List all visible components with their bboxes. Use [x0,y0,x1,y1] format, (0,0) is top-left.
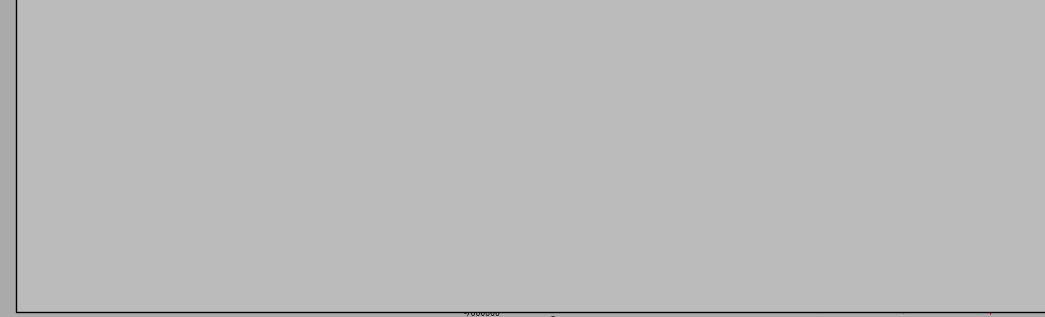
Wedge shape [251,65,253,175]
Text: BSNL, 10.50%: BSNL, 10.50% [161,20,231,73]
Wedge shape [142,85,253,251]
FancyBboxPatch shape [111,268,371,295]
Wedge shape [253,60,364,232]
Wedge shape [142,89,253,256]
Wedge shape [177,173,345,284]
Wedge shape [177,171,345,281]
Text: 11: 11 [724,139,734,151]
Text: Pvt : 89.21%: Pvt : 89.21% [201,275,285,288]
Wedge shape [251,60,253,171]
Text: Reliance Jio,
34.33%: Reliance Jio, 34.33% [344,125,426,274]
Wedge shape [177,175,345,286]
Wedge shape [142,87,253,253]
Text: -4,742,840: -4,742,840 [986,263,996,314]
Wedge shape [183,60,253,171]
Text: Net  Wireless Subscribers Addition = -5611338: Net Wireless Subscribers Addition = -561… [747,0,1040,3]
Wedge shape [183,60,253,171]
FancyBboxPatch shape [374,268,407,295]
Wedge shape [253,65,364,236]
Text: 201,592: 201,592 [636,108,646,146]
Wedge shape [183,65,253,175]
Text: 3,657,794: 3,657,794 [550,21,558,68]
Text: Bharti Airtel,
27.78%: Bharti Airtel, 27.78% [108,271,261,292]
Text: -4,726,357: -4,726,357 [900,262,908,313]
Text: Vodafone Idea,
27.09%: Vodafone Idea, 27.09% [102,86,177,164]
Wedge shape [253,62,364,234]
Wedge shape [177,178,345,288]
Text: PSU: 10.79%: PSU: 10.79% [348,275,433,288]
Text: MTNL, 0.29%: MTNL, 0.29% [247,20,312,67]
Wedge shape [253,67,364,239]
Wedge shape [251,67,253,178]
Wedge shape [177,171,345,281]
Wedge shape [251,60,253,171]
Bar [618,148,666,153]
Wedge shape [183,67,253,178]
Bar [530,69,578,153]
Wedge shape [142,91,253,258]
Wedge shape [251,62,253,173]
Text: -1,528: -1,528 [812,155,820,185]
Bar [880,153,928,261]
Wedge shape [183,62,253,173]
Wedge shape [142,85,253,251]
Wedge shape [253,60,364,232]
Text: Reliance Com.,
0.002%: Reliance Com., 0.002% [255,55,407,77]
Bar [968,153,1016,261]
